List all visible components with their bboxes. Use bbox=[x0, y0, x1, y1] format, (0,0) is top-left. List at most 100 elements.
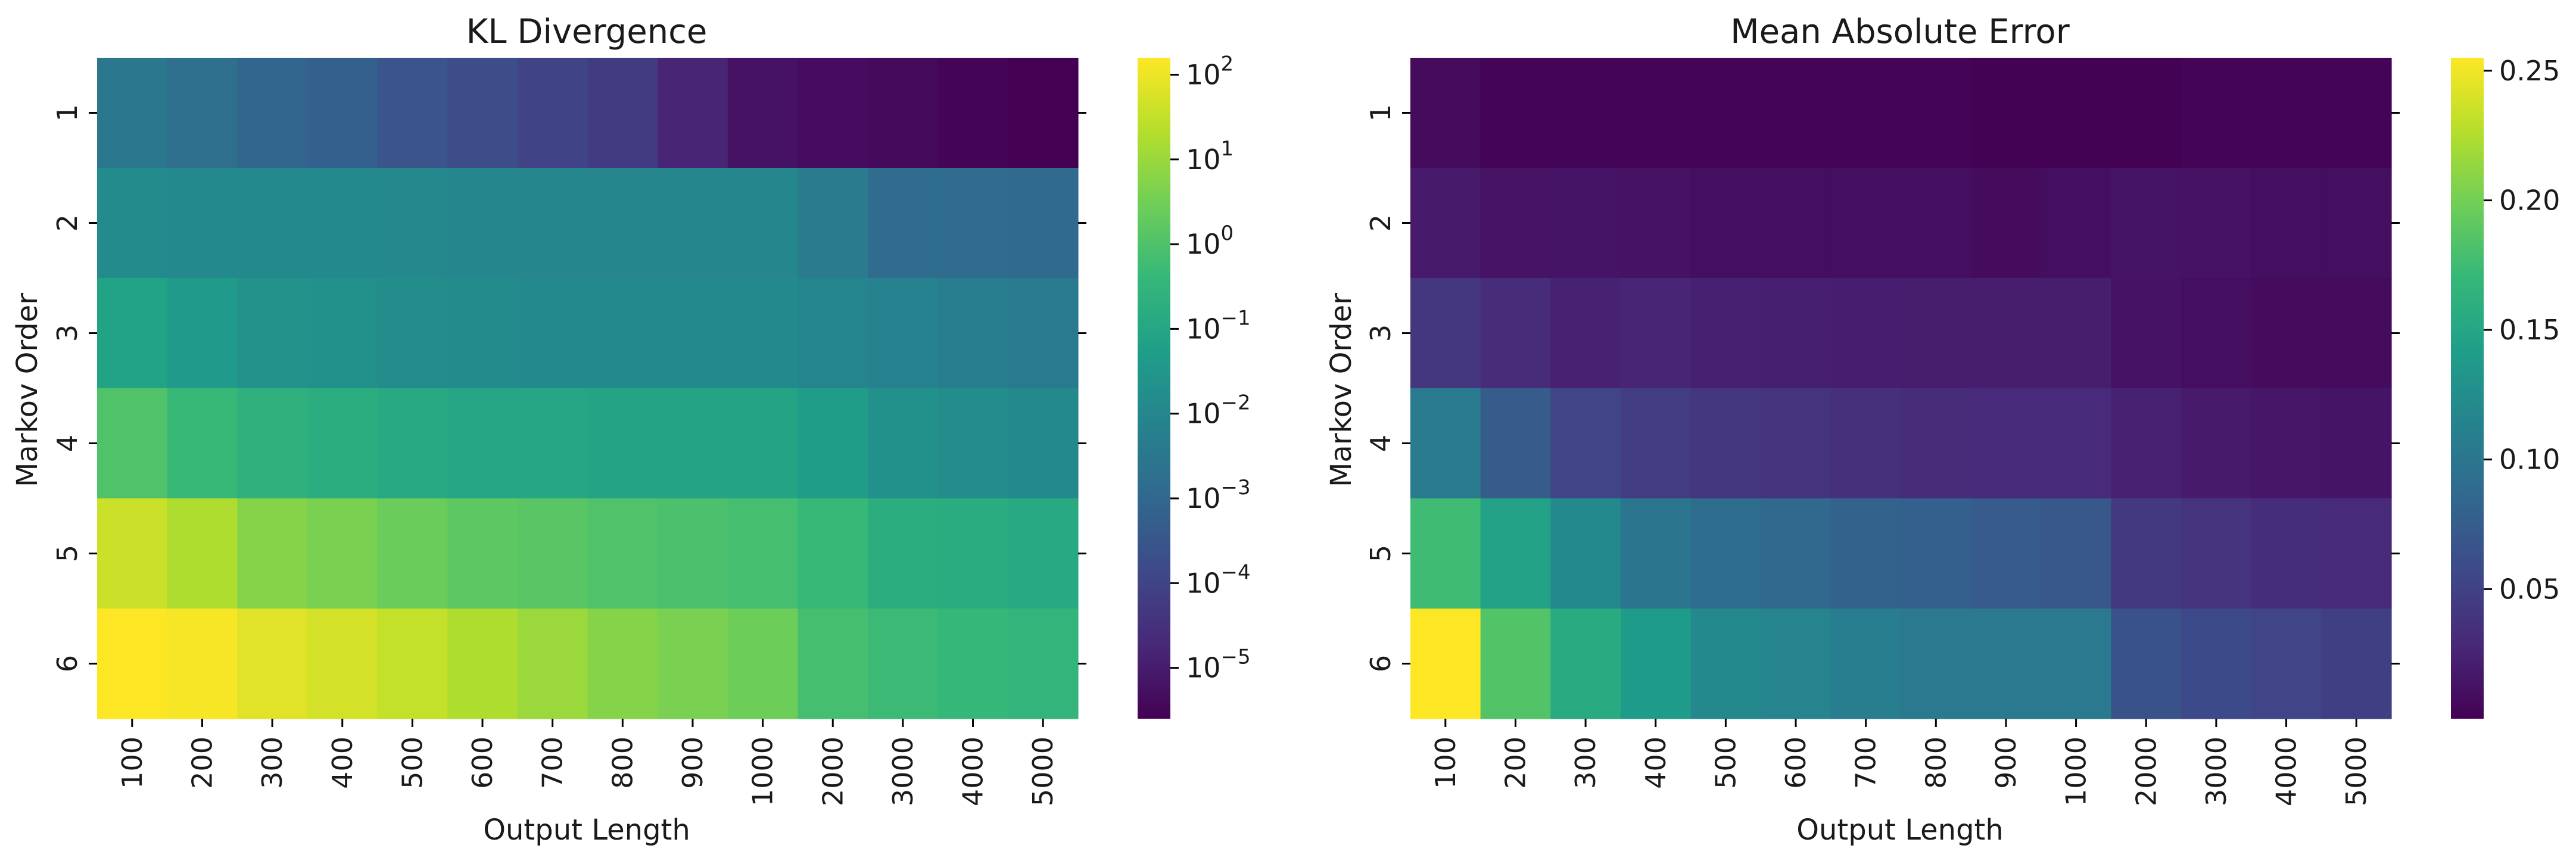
heatmap-cell bbox=[658, 388, 728, 499]
heatmap-cell bbox=[727, 278, 799, 389]
heatmap-cell bbox=[2181, 168, 2252, 279]
x-tick-label: 200 bbox=[1499, 737, 1531, 789]
heatmap-cell bbox=[377, 168, 448, 279]
heatmap-cell bbox=[1830, 168, 1902, 279]
heatmap-cell bbox=[1690, 388, 1761, 499]
heatmap-cell bbox=[1480, 609, 1551, 719]
colorbar-tick-label: 10−4 bbox=[1186, 560, 1251, 599]
colorbar-tick-label: 101 bbox=[1186, 137, 1234, 176]
x-tick-label: 3000 bbox=[887, 737, 919, 806]
heatmap-cell bbox=[237, 609, 308, 719]
x-tick-labels: 100 200 300 400 500 600 700 800 900 1000 2000 3000 4… bbox=[116, 719, 1059, 806]
x-tick-label: 900 bbox=[677, 737, 709, 789]
heatmap-cell bbox=[447, 498, 518, 609]
x-tick-label: 1000 bbox=[2060, 737, 2092, 806]
mean-absolute-error-chart: Mean Absolute Error 100 200 300 400 500 600 70… bbox=[1325, 13, 2560, 847]
x-tick-label: 800 bbox=[606, 737, 638, 789]
x-tick-label: 5000 bbox=[1027, 737, 1059, 806]
heatmap-cell bbox=[1761, 388, 1831, 499]
heatmap-cell bbox=[237, 168, 308, 279]
y-tick-label: 3 bbox=[51, 325, 83, 342]
colorbar-tick-label: 10−5 bbox=[1186, 645, 1251, 684]
heatmap-cell bbox=[1620, 498, 1692, 609]
heatmap-cell bbox=[377, 58, 448, 169]
heatmap-cell bbox=[517, 58, 588, 169]
heatmap-cells bbox=[1410, 58, 2392, 719]
heatmap-cell bbox=[658, 168, 728, 279]
heatmap-cell bbox=[517, 609, 588, 719]
heatmap-cell bbox=[2181, 388, 2252, 499]
heatmap-cell bbox=[937, 58, 1008, 169]
heatmap-cell bbox=[1008, 609, 1079, 719]
x-tick-label: 700 bbox=[1850, 737, 1882, 789]
heatmap-cell bbox=[658, 609, 728, 719]
colorbar-tick-label: 10−2 bbox=[1186, 391, 1251, 430]
heatmap-cell bbox=[1761, 168, 1831, 279]
heatmap-cell bbox=[937, 388, 1008, 499]
x-tick-label: 300 bbox=[256, 737, 288, 789]
heatmap-cell bbox=[658, 58, 728, 169]
y-tick-label: 5 bbox=[51, 545, 83, 562]
heatmap-cell bbox=[1480, 388, 1551, 499]
heatmap-cell bbox=[1410, 278, 1481, 389]
heatmap-cell bbox=[1901, 58, 1971, 169]
heatmap-cell bbox=[1690, 278, 1761, 389]
heatmap-cell bbox=[727, 388, 799, 499]
heatmap-cell bbox=[798, 168, 868, 279]
heatmap-cell bbox=[727, 498, 799, 609]
heatmap-cell bbox=[2251, 498, 2322, 609]
heatmap-cell bbox=[587, 498, 658, 609]
y-axis-label: Markov Order bbox=[1325, 293, 1358, 487]
heatmap-cell bbox=[447, 609, 518, 719]
heatmap-cell bbox=[1830, 609, 1902, 719]
heatmap-cell bbox=[1761, 278, 1831, 389]
heatmap-cell bbox=[307, 58, 378, 169]
chart-title: KL Divergence bbox=[466, 13, 708, 51]
x-axis-label: Output Length bbox=[1796, 813, 2004, 847]
heatmap-cell bbox=[1901, 498, 1971, 609]
heatmap-cell bbox=[937, 609, 1008, 719]
heatmap-cell bbox=[2321, 388, 2392, 499]
heatmap-cell bbox=[587, 609, 658, 719]
heatmap-cell bbox=[2111, 609, 2182, 719]
heatmap-cell bbox=[868, 498, 939, 609]
heatmap-cell bbox=[2251, 388, 2322, 499]
chart-title: Mean Absolute Error bbox=[1730, 13, 2070, 51]
heatmap-cell bbox=[727, 58, 799, 169]
heatmap-cell bbox=[517, 278, 588, 389]
heatmap-cells bbox=[97, 58, 1079, 719]
x-tick-label: 500 bbox=[1709, 737, 1742, 789]
x-tick-label: 400 bbox=[1640, 737, 1672, 789]
y-tick-label: 3 bbox=[1365, 325, 1397, 342]
heatmap-cell bbox=[2321, 278, 2392, 389]
colorbar-tick-label: 0.15 bbox=[2499, 314, 2560, 346]
heatmap-cell bbox=[377, 609, 448, 719]
heatmap-cell bbox=[1550, 609, 1621, 719]
colorbar-tick-label: 0.20 bbox=[2499, 184, 2560, 216]
heatmap-cell bbox=[2041, 168, 2112, 279]
heatmap-cell bbox=[798, 278, 868, 389]
x-tick-label: 4000 bbox=[2270, 737, 2303, 806]
heatmap-cell bbox=[1410, 609, 1481, 719]
x-tick-label: 100 bbox=[116, 737, 148, 789]
heatmap-cell bbox=[2111, 58, 2182, 169]
heatmap-cell bbox=[1761, 609, 1831, 719]
colorbar-tick-label: 10−3 bbox=[1186, 476, 1251, 514]
heatmap-cell bbox=[868, 278, 939, 389]
heatmap-cell bbox=[97, 58, 168, 169]
y-tick-label: 5 bbox=[1365, 545, 1397, 562]
heatmap-cell bbox=[1410, 498, 1481, 609]
heatmap-cell bbox=[868, 388, 939, 499]
heatmap-cell bbox=[1620, 278, 1692, 389]
heatmap-cell bbox=[1830, 388, 1902, 499]
heatmap-cell bbox=[587, 388, 658, 499]
heatmap-cell bbox=[1008, 58, 1079, 169]
heatmap-cell bbox=[1480, 168, 1551, 279]
heatmap-cell bbox=[2111, 278, 2182, 389]
heatmap-cell bbox=[2321, 58, 2392, 169]
heatmap-cell bbox=[1690, 609, 1761, 719]
heatmap-cell bbox=[868, 609, 939, 719]
heatmap-cell bbox=[1690, 168, 1761, 279]
y-tick-labels: 1 2 3 4 5 6 bbox=[51, 104, 1086, 672]
y-tick-label: 4 bbox=[1365, 435, 1397, 452]
